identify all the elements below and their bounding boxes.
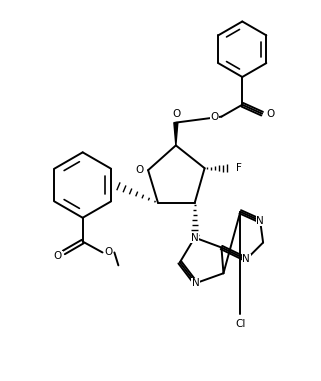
Text: O: O [135, 165, 143, 175]
Text: O: O [266, 109, 274, 118]
Text: Cl: Cl [235, 319, 246, 329]
Text: N: N [192, 278, 200, 288]
Text: N: N [256, 216, 264, 226]
Text: O: O [210, 112, 219, 122]
Text: N: N [242, 255, 250, 264]
Text: N: N [191, 232, 199, 243]
Text: O: O [54, 251, 62, 261]
Text: O: O [173, 109, 181, 118]
Polygon shape [174, 123, 178, 146]
Text: O: O [104, 247, 113, 258]
Text: F: F [236, 163, 242, 173]
